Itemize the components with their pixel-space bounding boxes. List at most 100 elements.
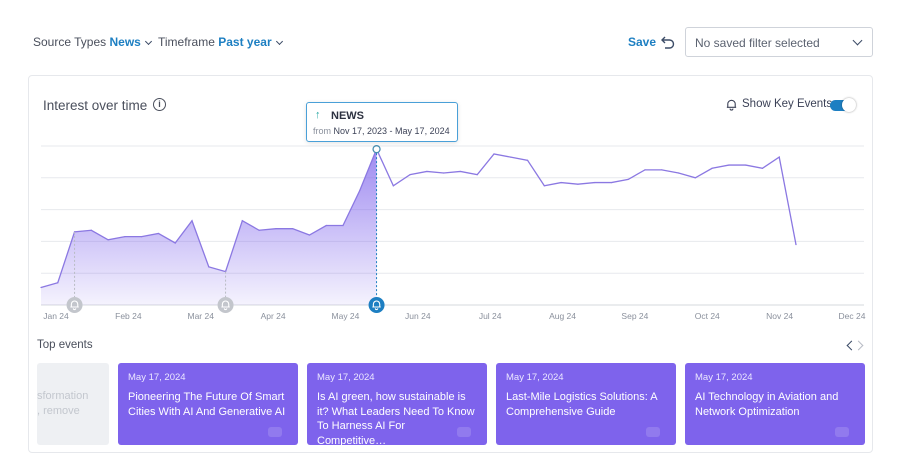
- undo-icon[interactable]: [660, 34, 676, 50]
- tooltip-range: from Nov 17, 2023 - May 17, 2024: [313, 126, 450, 136]
- timeframe-value: Past year: [218, 35, 272, 49]
- data-point: [526, 159, 529, 161]
- data-point: [745, 164, 747, 166]
- data-point: [644, 169, 646, 171]
- card-decoration: [646, 427, 660, 437]
- tooltip-range-value: Nov 17, 2023 - May 17, 2024: [333, 126, 450, 136]
- timeframe-filter[interactable]: Timeframe Past year: [158, 35, 283, 49]
- event-date: May 17, 2024: [695, 372, 753, 383]
- bell-icon: [66, 297, 83, 313]
- bell-glyph: [221, 300, 230, 311]
- interest-chart: Jan 24 Feb 24 Mar 24 Apr 24 May 24 Jun 24 Jul …: [40, 145, 866, 321]
- event-title: Pioneering The Future Of Smart Cities Wi…: [128, 391, 286, 418]
- x-tick-label: May 24: [332, 311, 360, 321]
- data-point: [107, 239, 109, 241]
- event-title: sformation: [37, 390, 89, 402]
- data-point: [124, 236, 126, 238]
- data-point: [90, 229, 92, 231]
- bell-glyph: [70, 300, 79, 311]
- bell-icon: [368, 297, 385, 313]
- bell-badge: [66, 297, 83, 313]
- x-tick-label: Sep 24: [621, 311, 648, 321]
- data-point: [157, 232, 160, 235]
- bell-badge: [217, 297, 234, 313]
- event-title: AI Technology in Aviation and Network Op…: [695, 391, 839, 418]
- saved-filter-value: No saved filter selected: [695, 36, 820, 50]
- data-point: [510, 156, 512, 158]
- x-tick-label: Jan 24: [43, 311, 69, 321]
- data-point: [342, 224, 344, 227]
- data-point: [661, 169, 663, 171]
- source-types-filter[interactable]: Source Types News: [33, 35, 152, 49]
- event-date: May 17, 2024: [128, 372, 186, 383]
- event-card[interactable]: May 17, 2024 AI Technology in Aviation a…: [685, 363, 865, 445]
- data-point: [308, 234, 311, 236]
- data-point: [543, 185, 545, 187]
- data-point: [728, 164, 730, 166]
- event-title: Is AI green, how sustainable is it? What…: [317, 391, 475, 445]
- data-point: [258, 229, 260, 231]
- data-point: [677, 172, 680, 174]
- data-point: [594, 181, 596, 184]
- highlighted-area: [41, 149, 377, 305]
- save-button[interactable]: Save: [628, 35, 657, 49]
- data-point: [795, 243, 797, 246]
- event-card[interactable]: May 17, 2024 Pioneering The Future Of Sm…: [118, 363, 298, 445]
- x-tick-label: Feb 24: [115, 311, 142, 321]
- data-point: [409, 174, 411, 176]
- x-tick-label: Oct 24: [695, 311, 720, 321]
- data-point: [443, 172, 445, 174]
- source-types-value: News: [109, 35, 141, 49]
- chevron-down-icon: [852, 35, 863, 46]
- key-events-label: Show Key Events: [742, 98, 833, 110]
- x-tick-label: Jun 24: [405, 311, 431, 321]
- data-point: [493, 153, 495, 155]
- data-point: [208, 266, 210, 268]
- toolbar: Source Types News Timeframe Past year Sa…: [0, 0, 900, 70]
- event-title: Last-Mile Logistics Solutions: A Compreh…: [506, 391, 658, 418]
- event-card[interactable]: May 17, 2024 Last-Mile Logistics Solutio…: [496, 363, 676, 445]
- bell-badge: [368, 297, 385, 313]
- source-types-label: Source Types: [33, 35, 107, 49]
- x-tick-label: Aug 24: [549, 311, 576, 321]
- x-tick-label: Nov 24: [766, 311, 793, 321]
- data-point: [627, 178, 629, 180]
- card-title: Interest over time: [43, 98, 148, 113]
- interest-over-time-card: Interest over time i Show Key Events Jan…: [28, 75, 873, 453]
- highlight-point: [372, 145, 381, 154]
- data-point: [40, 286, 42, 289]
- bell-icon: [217, 297, 234, 313]
- event-title: , remove: [37, 404, 80, 417]
- data-point: [57, 282, 59, 284]
- data-point: [778, 156, 780, 158]
- key-events-toggle[interactable]: [830, 98, 856, 112]
- data-point: [275, 228, 277, 230]
- data-point: [577, 183, 579, 185]
- top-events-label: Top events: [37, 339, 93, 351]
- x-tick-label: Mar 24: [187, 311, 214, 321]
- tooltip-from: from: [313, 126, 331, 136]
- data-point: [191, 220, 193, 222]
- x-tick-label: Apr 24: [261, 311, 286, 321]
- saved-filter-select[interactable]: No saved filter selected: [685, 27, 873, 57]
- x-tick-label: Dec 24: [839, 311, 866, 321]
- event-card-partial[interactable]: sformation , remove: [37, 363, 109, 445]
- card-decoration: [457, 427, 471, 437]
- data-point: [241, 220, 243, 222]
- data-point: [141, 236, 143, 238]
- chevron-down-icon: [144, 37, 152, 46]
- info-icon[interactable]: i: [153, 98, 166, 111]
- event-date: May 17, 2024: [506, 372, 564, 383]
- chart-tooltip: ↑ NEWS from Nov 17, 2023 - May 17, 2024: [306, 102, 458, 142]
- data-point: [761, 167, 764, 169]
- series-line: [40, 147, 797, 289]
- event-date: May 17, 2024: [317, 372, 375, 383]
- carousel-next-button[interactable]: [853, 340, 864, 351]
- data-point: [459, 170, 462, 173]
- event-card[interactable]: May 17, 2024 Is AI green, how sustainabl…: [307, 363, 487, 445]
- bell-icon: [726, 99, 737, 111]
- data-point: [392, 185, 394, 187]
- data-point: [292, 228, 294, 230]
- arrow-up-icon: ↑: [315, 109, 321, 121]
- bell-glyph: [372, 300, 381, 311]
